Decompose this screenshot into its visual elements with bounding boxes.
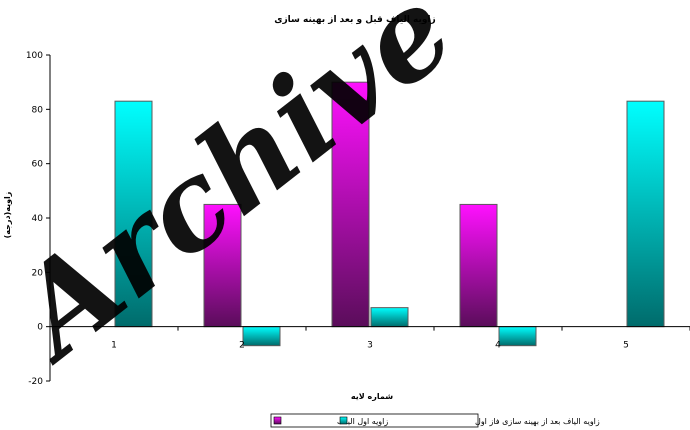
x-axis-title: شماره لایه: [351, 392, 393, 401]
x-tick-label: 3: [367, 341, 373, 351]
y-tick-label: -20: [28, 377, 43, 387]
y-tick-label: 20: [32, 268, 44, 278]
y-axis-title: زاویه(درجه): [3, 191, 12, 238]
legend-box: [270, 413, 479, 428]
watermark-text: Archive: [0, 0, 478, 389]
legend: زاویه اول الیاف زاویه الیاف بعد از بهینه…: [270, 413, 600, 428]
plot-area: -20 0 20 40 60 80 100 1 2 3 4 5: [26, 51, 690, 387]
x-tick-label: 1: [111, 341, 117, 351]
legend-label-initial-angle: زاویه اول الیاف: [337, 417, 388, 426]
x-tick-label: 4: [495, 341, 501, 351]
bar-series2-layer-2: [242, 326, 281, 347]
bar-series2-layer-4: [498, 326, 537, 347]
bar-series2-layer-5: [626, 100, 665, 328]
legend-label-optimized-angle: زاویه الیاف بعد از بهینه سازی فاز اول: [475, 417, 600, 426]
y-tick-label: 60: [32, 160, 44, 170]
bar-series1-layer-3: [331, 81, 370, 328]
x-tick-label: 5: [623, 341, 629, 351]
legend-swatch-optimized-angle: [339, 416, 348, 425]
y-tick-label: 100: [26, 51, 43, 61]
y-tick-label: 80: [32, 105, 44, 115]
x-tick-label: 2: [239, 341, 245, 351]
chart-title: زاویه الیاف قبل و بعد از بهینه سازی: [274, 15, 436, 25]
y-tick-label: 0: [37, 323, 43, 333]
legend-swatch-initial-angle: [273, 416, 282, 425]
y-tick-label: 40: [32, 214, 44, 224]
bar-series2-layer-3: [370, 307, 409, 328]
bar-series1-layer-4: [459, 203, 498, 328]
